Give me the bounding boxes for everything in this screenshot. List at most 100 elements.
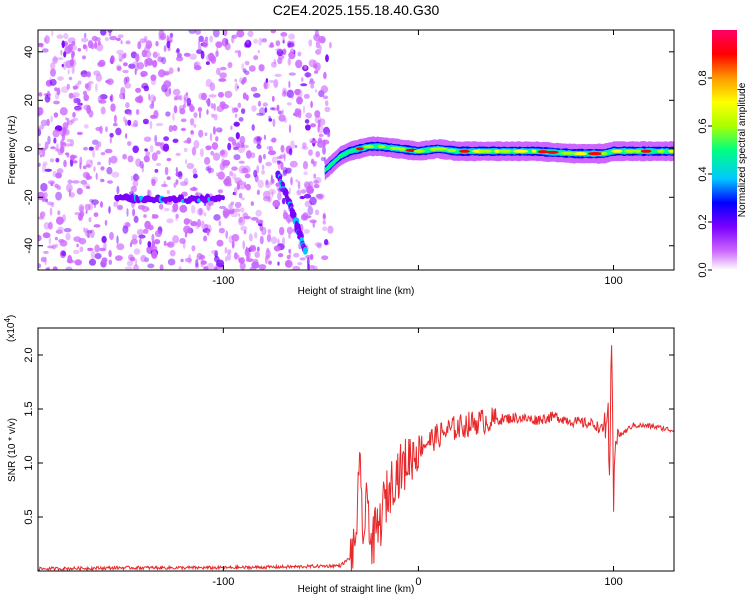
- heatmap-speckle: [138, 234, 146, 239]
- heatmap-speckle: [197, 219, 202, 228]
- heatmap-speckle: [263, 81, 270, 90]
- heatmap-speckle: [143, 155, 150, 163]
- heatmap-speckle: [249, 244, 256, 250]
- heatmap-speckle: [62, 128, 70, 136]
- heatmap-speckle: [223, 178, 230, 186]
- heatmap-speckle: [200, 50, 205, 60]
- heatmap-speckle: [287, 57, 291, 66]
- heatmap-speckle: [203, 235, 208, 242]
- heatmap-speckle: [238, 213, 241, 217]
- heatmap-speckle: [154, 168, 159, 173]
- heatmap-speckle: [318, 35, 326, 44]
- heatmap-speckle: [204, 156, 211, 165]
- heatmap-speckle: [130, 238, 138, 245]
- heatmap-speckle: [279, 154, 285, 159]
- heatmap-speckle: [137, 41, 142, 50]
- heatmap-speckle: [254, 251, 260, 258]
- heatmap-speckle: [268, 188, 276, 195]
- heatmap-speckle: [198, 129, 204, 138]
- heatmap-speckle: [139, 160, 144, 169]
- heatmap-speckle: [219, 205, 227, 210]
- heatmap-speckle: [243, 165, 251, 174]
- heatmap-speckle: [257, 179, 264, 189]
- heatmap-speckle: [282, 87, 287, 94]
- heatmap-speckle: [70, 59, 75, 65]
- heatmap-speckle: [106, 78, 114, 85]
- heatmap-speckle: [259, 107, 266, 116]
- heatmap-speckle: [134, 67, 137, 76]
- heatmap-speckle: [163, 45, 167, 52]
- heatmap-speckle: [185, 228, 192, 234]
- heatmap-speckle: [192, 168, 198, 175]
- heatmap-speckle: [55, 191, 62, 201]
- heatmap-speckle: [216, 67, 221, 75]
- heatmap-speckle: [143, 136, 152, 142]
- heatmap-speckle: [304, 193, 312, 199]
- heatmap-speckle: [235, 142, 241, 149]
- heatmap-speckle: [322, 95, 329, 100]
- heatmap-speckle: [189, 187, 198, 192]
- heatmap-speckle: [222, 208, 231, 217]
- heatmap-speckle: [272, 118, 276, 127]
- heatmap-speckle: [183, 52, 191, 57]
- heatmap-speckle: [169, 249, 176, 257]
- heatmap-speckle: [128, 63, 136, 69]
- heatmap-speckle: [94, 41, 98, 49]
- heatmap-speckle: [288, 80, 291, 89]
- heatmap-speckle: [276, 49, 284, 57]
- heatmap-speckle: [49, 207, 53, 216]
- heatmap-speckle: [240, 108, 246, 114]
- heatmap-speckle: [46, 118, 50, 127]
- heatmap-speckle: [152, 51, 158, 59]
- heatmap-speckle: [127, 155, 134, 163]
- heatmap-speckle: [212, 126, 216, 135]
- heatmap-speckle: [277, 110, 283, 115]
- heatmap-speckle: [41, 149, 46, 158]
- heatmap-speckle: [88, 110, 94, 118]
- heatmap-ridge-peak: [640, 149, 652, 153]
- heatmap-speckle: [63, 33, 69, 40]
- heatmap-speckle: [175, 213, 179, 219]
- snr-plot-area: [38, 328, 674, 571]
- heatmap-speckle: [242, 212, 249, 219]
- heatmap-speckle: [172, 112, 175, 122]
- heatmap-speckle: [313, 179, 319, 184]
- spectrogram-panel: -40 -20 0 20 40 -100 100 Height of straight l…: [7, 29, 675, 297]
- heatmap-speckle: [259, 235, 264, 245]
- heatmap-speckle: [238, 117, 244, 122]
- heatmap-speckle: [312, 161, 317, 167]
- heatmap-speckle: [77, 48, 82, 52]
- heatmap-speckle: [287, 42, 295, 48]
- heatmap-speckle: [322, 146, 326, 155]
- heatmap-ridge-peak: [363, 145, 375, 149]
- heatmap-speckle: [204, 223, 209, 230]
- heatmap-speckle: [85, 209, 88, 214]
- heatmap-speckle: [261, 226, 267, 236]
- heatmap-speckle: [101, 257, 108, 264]
- heatmap-speckle: [166, 190, 170, 195]
- heatmap-speckle: [180, 181, 188, 187]
- heatmap-speckle: [322, 226, 328, 231]
- heatmap-speckle: [66, 117, 70, 126]
- heatmap-speckle: [245, 183, 251, 191]
- heatmap-speckle: [219, 150, 226, 156]
- heatmap-speckle: [209, 82, 216, 91]
- heatmap-speckle: [38, 42, 44, 47]
- heatmap-speckle: [166, 157, 172, 162]
- heatmap-speckle: [61, 250, 66, 257]
- heatmap-speckle: [224, 90, 233, 99]
- heatmap-speckle: [322, 213, 326, 220]
- heatmap-speckle: [83, 183, 90, 188]
- heatmap-speckle: [135, 87, 142, 93]
- heatmap-speckle: [125, 76, 130, 83]
- heatmap-speckle: [125, 221, 130, 226]
- heatmap-speckle: [250, 217, 259, 221]
- heatmap-speckle: [321, 255, 329, 260]
- heatmap-speckle: [104, 219, 108, 226]
- heatmap-speckle: [88, 217, 92, 223]
- heatmap-speckle: [64, 152, 70, 156]
- heatmap-speckle: [55, 172, 62, 179]
- heatmap-speckle: [86, 175, 92, 180]
- heatmap-speckle: [96, 43, 104, 52]
- heatmap-speckle: [124, 119, 128, 126]
